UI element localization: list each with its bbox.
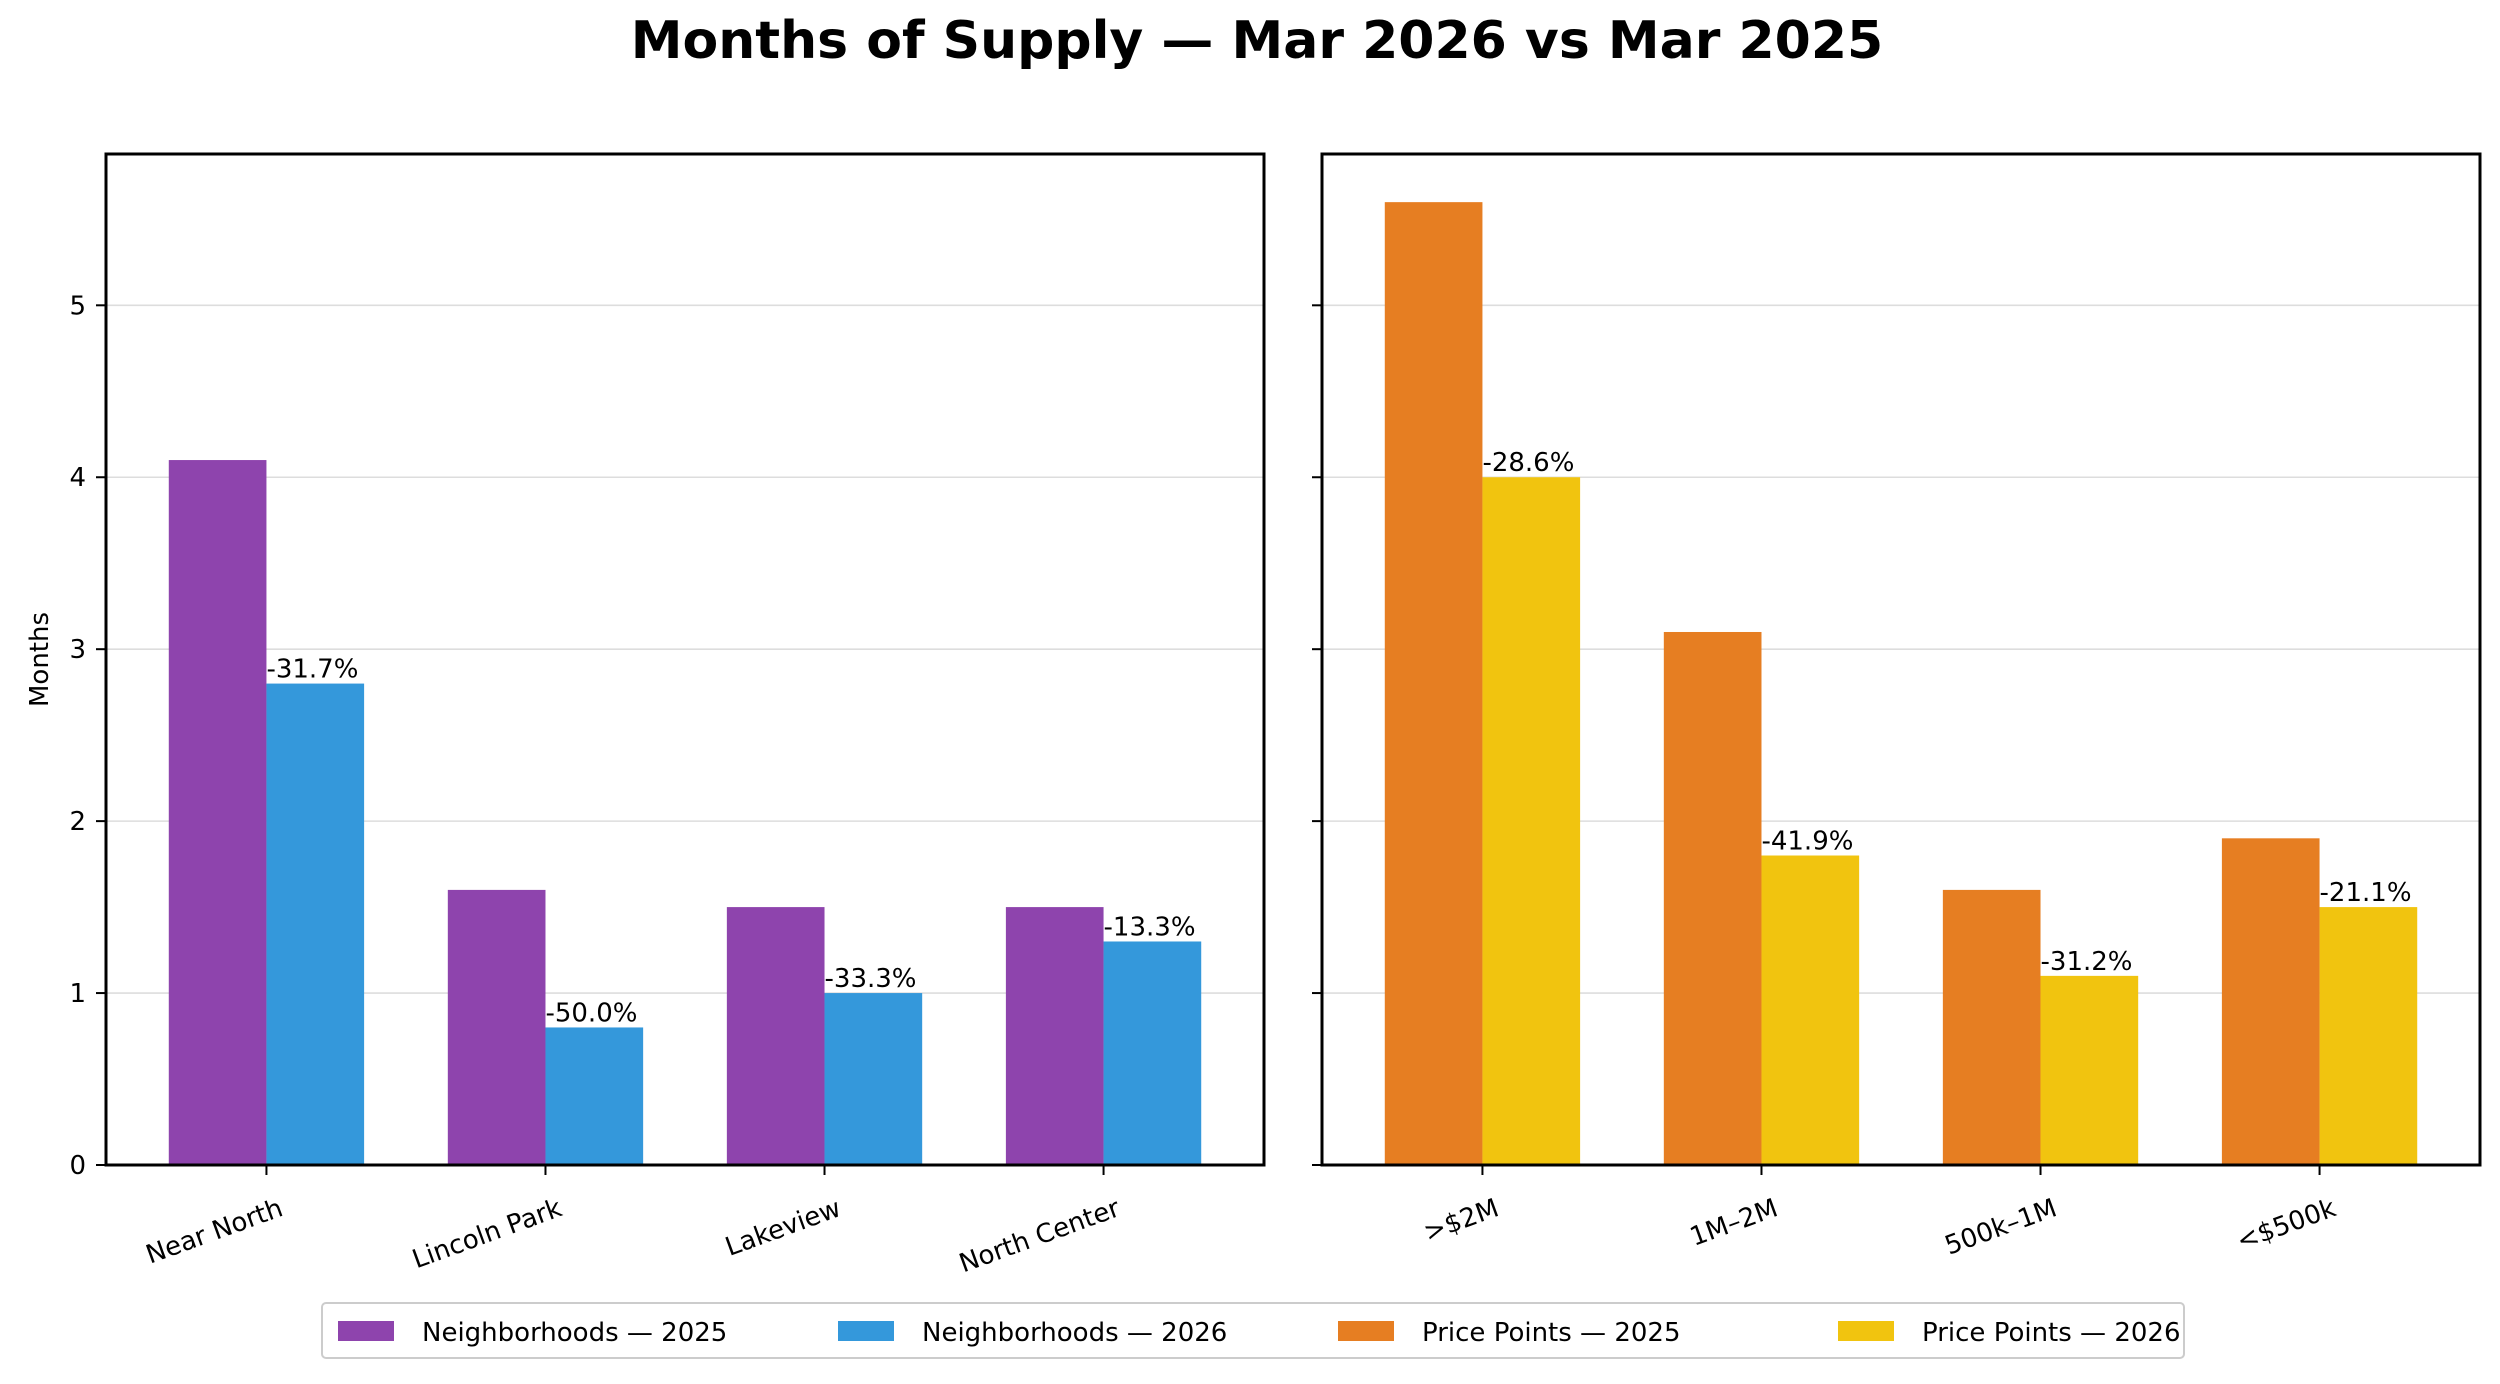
chart-title: Months of Supply — Mar 2026 vs Mar 2025 <box>631 11 1883 71</box>
bar-neighborhoods-2026-1 <box>545 1027 644 1165</box>
bar-neighborhoods-2026-0 <box>266 683 365 1165</box>
legend-item: Neighborhoods — 2025 <box>338 1318 727 1348</box>
y-tick-label: 3 <box>69 635 86 665</box>
panels: 0 1 2 3 4 5 Months -31.7% Near North -50.0% Lincol… <box>25 152 2482 1279</box>
panel-price-points: -28.6% >$2M -41.9% 1M–2M -31.2% 500k–1M -21.1%… <box>1312 152 2482 1261</box>
bar-price-points-2026-1 <box>1761 855 1860 1165</box>
legend-item: Neighborhoods — 2026 <box>838 1318 1227 1348</box>
y-tick-label: 5 <box>69 291 86 321</box>
bar-price-points-2025-1 <box>1663 631 1762 1165</box>
bar-neighborhoods-2025-0 <box>168 460 267 1165</box>
bar-neighborhoods-2026-3 <box>1103 941 1202 1165</box>
change-label: -31.7% <box>266 655 358 685</box>
y-axis-label: Months <box>25 612 55 707</box>
change-label: -31.2% <box>2041 947 2133 977</box>
legend-label: Neighborhoods — 2026 <box>922 1318 1227 1348</box>
bar-neighborhoods-2025-1 <box>447 889 546 1165</box>
y-tick-label: 0 <box>69 1151 86 1181</box>
change-label: -21.1% <box>2320 878 2412 908</box>
bar-neighborhoods-2025-2 <box>726 907 825 1165</box>
axes-frame <box>1320 152 2482 1167</box>
bar-neighborhoods-2026-2 <box>824 993 923 1165</box>
legend: Neighborhoods — 2025 Neighborhoods — 2026… <box>321 1302 2185 1359</box>
x-tick-label: Near North <box>142 1193 287 1270</box>
y-tick-label: 2 <box>69 807 86 837</box>
legend-label: Neighborhoods — 2025 <box>422 1318 727 1348</box>
legend-swatch <box>1838 1321 1894 1341</box>
bar-price-points-2025-0 <box>1384 202 1483 1166</box>
change-label: -28.6% <box>1482 448 1574 478</box>
bar-price-points-2026-2 <box>2040 975 2139 1165</box>
legend-swatch <box>1338 1321 1394 1341</box>
panel-neighborhoods: 0 1 2 3 4 5 Months -31.7% Near North -50.0% Lincol… <box>25 152 1266 1279</box>
bar-neighborhoods-2025-3 <box>1005 907 1104 1165</box>
x-tick-label: 500k–1M <box>1941 1193 2061 1261</box>
legend-box <box>321 1302 2185 1359</box>
bar-price-points-2025-3 <box>2221 838 2320 1165</box>
legend-item: Price Points — 2026 <box>1838 1318 2181 1348</box>
change-label: -33.3% <box>825 964 917 994</box>
y-tick-label: 1 <box>69 979 86 1009</box>
change-label: -13.3% <box>1104 912 1196 942</box>
x-tick-label: Lakeview <box>721 1193 844 1262</box>
bar-price-points-2026-3 <box>2319 907 2418 1165</box>
y-tick-label: 4 <box>69 463 86 493</box>
x-tick-label: Lincoln Park <box>409 1193 566 1275</box>
change-label: -41.9% <box>1761 827 1853 857</box>
change-label: -50.0% <box>545 998 637 1028</box>
legend-label: Price Points — 2025 <box>1422 1318 1681 1348</box>
x-tick-label: 1M–2M <box>1686 1193 1782 1252</box>
legend-label: Price Points — 2026 <box>1922 1318 2181 1348</box>
axes-frame <box>104 152 1266 1167</box>
x-tick-label: <$500k <box>2233 1193 2340 1256</box>
bar-price-points-2025-2 <box>1942 889 2041 1165</box>
x-tick-label: North Center <box>955 1193 1124 1279</box>
legend-item: Price Points — 2025 <box>1338 1318 1681 1348</box>
bar-price-points-2026-0 <box>1482 477 1581 1166</box>
legend-swatch <box>338 1321 394 1341</box>
legend-swatch <box>838 1321 894 1341</box>
x-tick-label: >$2M <box>1420 1193 1503 1248</box>
